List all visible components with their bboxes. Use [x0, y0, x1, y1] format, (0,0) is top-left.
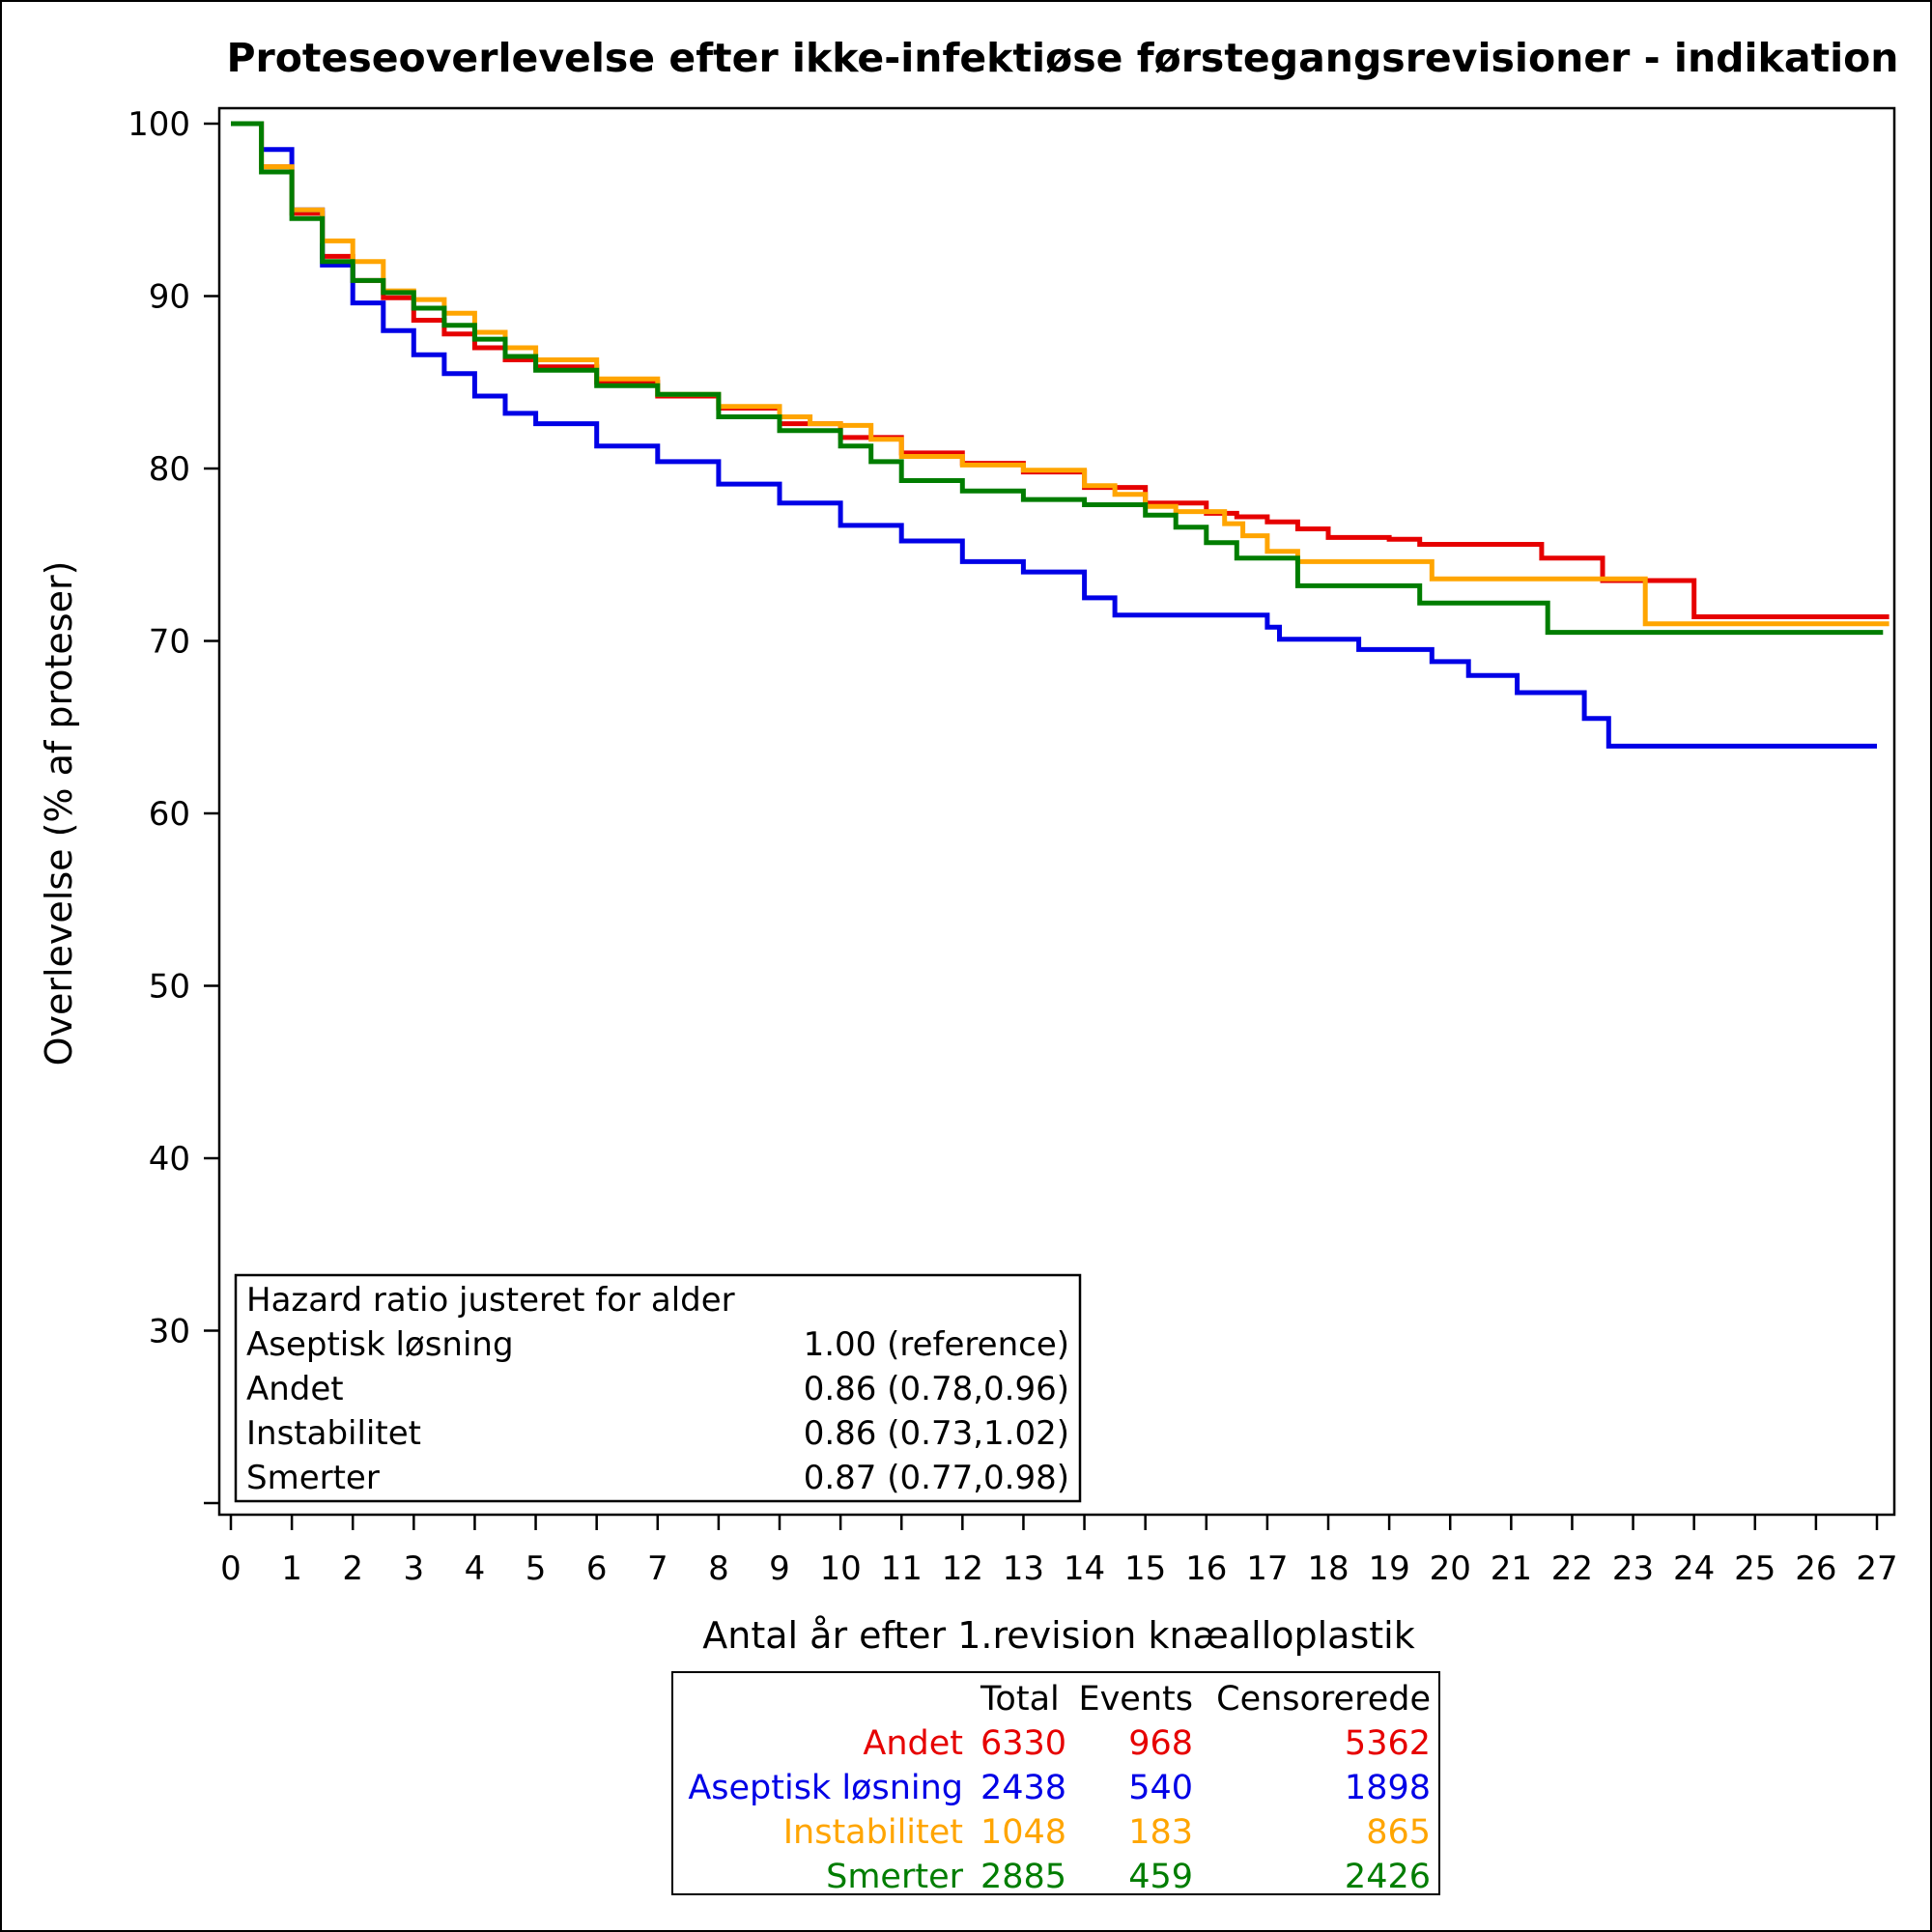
x-tick-label: 14 [1064, 1549, 1105, 1588]
x-tick-label: 9 [769, 1549, 790, 1588]
x-tick-label: 12 [942, 1549, 983, 1588]
x-tick-label: 5 [526, 1549, 547, 1588]
series-line-2 [231, 121, 1877, 749]
x-tick-label: 15 [1124, 1549, 1166, 1588]
series-line-3 [231, 121, 1889, 627]
y-tick-label: 40 [149, 1140, 190, 1179]
x-tick-label: 18 [1307, 1549, 1349, 1588]
row-total: 2885 [980, 1858, 1067, 1896]
row-events: 540 [1128, 1769, 1193, 1807]
summary-row: Aseptisk løsning 2438 540 1898 [673, 1766, 1438, 1810]
hazard-box-title: Hazard ratio justeret for alder [246, 1281, 735, 1320]
header-censored: Censorerede [1216, 1680, 1431, 1719]
x-tick-label: 24 [1673, 1549, 1715, 1588]
hazard-row-label: Aseptisk løsning [246, 1325, 514, 1364]
summary-row: Andet 6330 968 5362 [673, 1721, 1438, 1766]
hazard-row-value: 0.86 (0.73,1.02) [804, 1414, 1069, 1453]
x-tick-label: 20 [1430, 1549, 1471, 1588]
x-tick-label: 23 [1612, 1549, 1654, 1588]
x-tick-label: 10 [819, 1549, 861, 1588]
summary-row: Instabilitet 1048 183 865 [673, 1810, 1438, 1855]
hazard-row-value: 1.00 (reference) [804, 1325, 1069, 1364]
x-tick-label: 27 [1856, 1549, 1897, 1588]
y-axis-label: Overlevelse (% af proteser) [38, 561, 80, 1066]
x-tick-label: 0 [220, 1549, 242, 1588]
y-tick-label: 50 [149, 968, 190, 1007]
x-tick-label: 26 [1795, 1549, 1836, 1588]
row-total: 6330 [980, 1724, 1067, 1763]
y-axis: 30 40 50 60 70 80 90 100 [128, 105, 219, 1505]
row-censored: 2426 [1344, 1858, 1431, 1896]
row-name: Aseptisk løsning [688, 1769, 963, 1807]
row-events: 968 [1128, 1724, 1193, 1763]
x-axis: 0 1 2 3 4 5 6 7 8 9 10 11 12 13 14 15 16 17 18 19 20 21 22 23 24… [220, 1515, 1898, 1588]
hazard-row-label: Smerter [246, 1459, 380, 1497]
x-axis-label: Antal år efter 1.revision knæalloplastik [702, 1614, 1414, 1657]
summary-header-row: Total Events Censorerede [673, 1677, 1438, 1721]
header-total: Total [980, 1680, 1060, 1719]
x-tick-label: 6 [586, 1549, 608, 1588]
plot-area [217, 106, 1896, 1517]
x-tick-label: 19 [1368, 1549, 1409, 1588]
x-tick-label: 7 [647, 1549, 668, 1588]
x-tick-label: 3 [404, 1549, 425, 1588]
summary-table: Total Events Censorerede Andet 6330 968 … [671, 1671, 1440, 1896]
x-tick-label: 25 [1734, 1549, 1776, 1588]
row-censored: 1898 [1344, 1769, 1431, 1807]
hazard-row-label: Andet [246, 1370, 344, 1408]
hazard-row-value: 0.86 (0.78,0.96) [804, 1370, 1069, 1408]
x-tick-label: 2 [342, 1549, 363, 1588]
row-censored: 5362 [1344, 1724, 1431, 1763]
y-tick-label: 60 [149, 795, 190, 834]
row-events: 183 [1128, 1813, 1193, 1852]
x-tick-label: 16 [1185, 1549, 1227, 1588]
row-total: 2438 [980, 1769, 1067, 1807]
hazard-ratio-box: Hazard ratio justeret for alder Aseptisk… [234, 1273, 1082, 1503]
series-layer [231, 121, 1889, 749]
y-tick-label: 100 [128, 105, 190, 144]
row-name: Smerter [826, 1858, 963, 1896]
summary-row: Smerter 2885 459 2426 [673, 1855, 1438, 1899]
y-tick-label: 70 [149, 623, 190, 662]
y-tick-label: 90 [149, 278, 190, 317]
x-tick-label: 11 [881, 1549, 923, 1588]
series-line-1 [231, 121, 1889, 619]
x-tick-label: 21 [1491, 1549, 1532, 1588]
series-line-4 [231, 121, 1884, 636]
x-tick-label: 17 [1246, 1549, 1288, 1588]
row-total: 1048 [980, 1813, 1067, 1852]
hazard-row-label: Instabilitet [246, 1414, 421, 1453]
row-censored: 865 [1366, 1813, 1431, 1852]
row-events: 459 [1128, 1858, 1193, 1896]
x-tick-label: 4 [465, 1549, 486, 1588]
row-name: Instabilitet [782, 1813, 963, 1852]
x-tick-label: 22 [1551, 1549, 1593, 1588]
x-tick-label: 8 [708, 1549, 729, 1588]
row-name: Andet [863, 1724, 963, 1763]
y-tick-label: 80 [149, 450, 190, 489]
chart-title: Proteseoverlevelse efter ikke-infektiøse… [226, 35, 1898, 81]
x-tick-label: 1 [281, 1549, 302, 1588]
y-tick-label: 30 [149, 1313, 190, 1351]
x-tick-label: 13 [1003, 1549, 1044, 1588]
hazard-row-value: 0.87 (0.77,0.98) [804, 1459, 1069, 1497]
header-events: Events [1078, 1680, 1193, 1719]
